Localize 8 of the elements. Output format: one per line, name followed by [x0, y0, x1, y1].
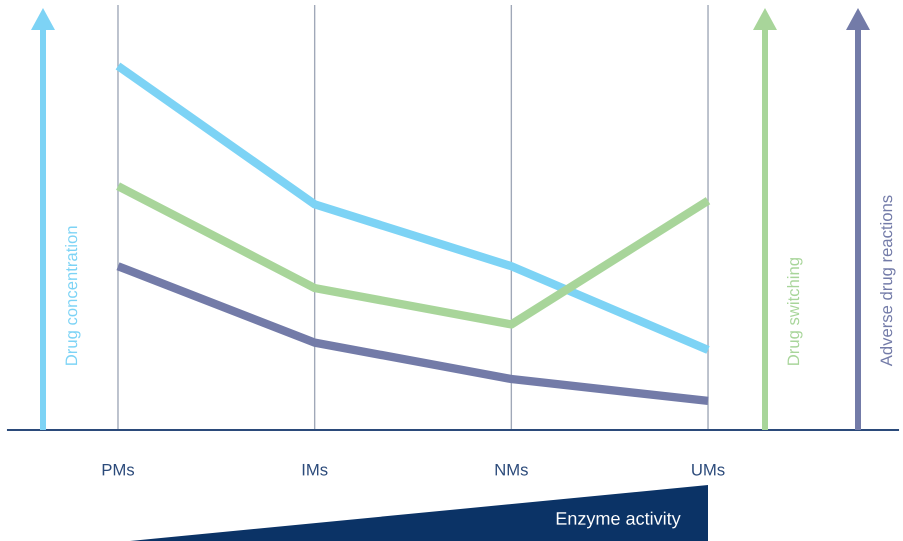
x-tick-label: PMs — [102, 464, 134, 476]
x-tick-label: NMs — [496, 464, 528, 476]
text: Drug switching — [787, 258, 803, 365]
text: Adverse drug reactions — [880, 195, 896, 366]
x-axis-title: Enzyme activity — [556, 512, 681, 528]
text: Drug concentration — [65, 226, 81, 365]
x-tick-label: UMs — [692, 464, 725, 476]
x-tick-label: IMs — [302, 464, 328, 476]
